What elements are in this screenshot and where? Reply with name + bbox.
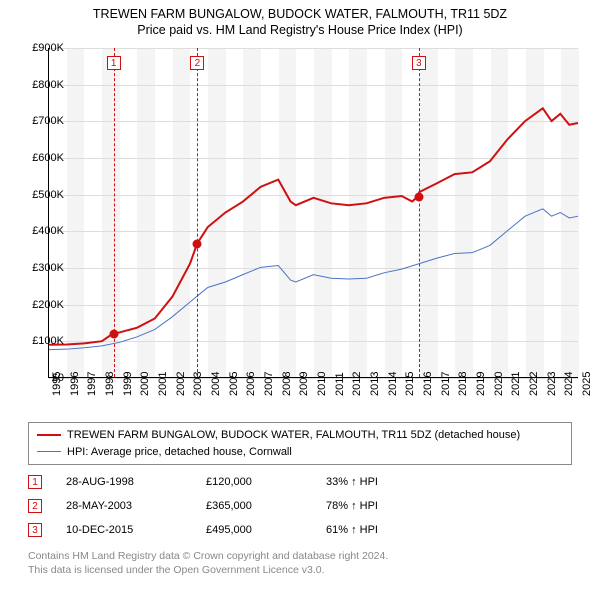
y-tick-label: £400K — [14, 225, 64, 237]
x-tick-label: 2015 — [404, 356, 416, 396]
chart-marker-dot — [193, 240, 202, 249]
x-tick-label: 2010 — [316, 356, 328, 396]
y-tick-label: £600K — [14, 152, 64, 164]
event-row: 2 28-MAY-2003 £365,000 78% ↑ HPI — [28, 494, 572, 518]
title-block: TREWEN FARM BUNGALOW, BUDOCK WATER, FALM… — [0, 0, 600, 39]
x-tick-label: 2003 — [192, 356, 204, 396]
x-tick-label: 2014 — [387, 356, 399, 396]
event-pct: 78% ↑ HPI — [326, 500, 436, 512]
chart-container: TREWEN FARM BUNGALOW, BUDOCK WATER, FALM… — [0, 0, 600, 590]
x-tick-label: 2006 — [245, 356, 257, 396]
x-tick-label: 1999 — [122, 356, 134, 396]
event-pct: 33% ↑ HPI — [326, 476, 436, 488]
title-line-1: TREWEN FARM BUNGALOW, BUDOCK WATER, FALM… — [0, 6, 600, 22]
series-line — [49, 108, 578, 344]
x-tick-label: 2011 — [334, 356, 346, 396]
x-tick-label: 2001 — [157, 356, 169, 396]
chart-marker-box: 2 — [190, 56, 204, 70]
x-tick-label: 2005 — [228, 356, 240, 396]
event-price: £495,000 — [206, 524, 326, 536]
footnote-line-2: This data is licensed under the Open Gov… — [28, 564, 388, 578]
x-tick-label: 2008 — [281, 356, 293, 396]
x-tick-label: 2004 — [210, 356, 222, 396]
event-date: 28-AUG-1998 — [66, 476, 206, 488]
event-price: £120,000 — [206, 476, 326, 488]
x-tick-label: 2002 — [175, 356, 187, 396]
x-tick-label: 1996 — [69, 356, 81, 396]
x-tick-label: 2021 — [510, 356, 522, 396]
x-tick-label: 2018 — [457, 356, 469, 396]
y-tick-label: £800K — [14, 79, 64, 91]
legend-item: HPI: Average price, detached house, Corn… — [37, 444, 563, 461]
x-tick-label: 2007 — [263, 356, 275, 396]
chart-plot-area: 1 2 3 — [48, 48, 578, 378]
x-tick-label: 2023 — [546, 356, 558, 396]
legend-label: TREWEN FARM BUNGALOW, BUDOCK WATER, FALM… — [67, 427, 520, 444]
event-marker-box: 1 — [28, 475, 42, 489]
chart-marker-box: 1 — [107, 56, 121, 70]
series-line — [49, 209, 578, 350]
y-tick-label: £500K — [14, 189, 64, 201]
x-tick-label: 2019 — [475, 356, 487, 396]
x-tick-label: 2009 — [298, 356, 310, 396]
chart-marker-dot — [414, 192, 423, 201]
events-table: 1 28-AUG-1998 £120,000 33% ↑ HPI 2 28-MA… — [28, 470, 572, 542]
legend: TREWEN FARM BUNGALOW, BUDOCK WATER, FALM… — [28, 422, 572, 465]
title-line-2: Price paid vs. HM Land Registry's House … — [0, 22, 600, 38]
chart-marker-box: 3 — [412, 56, 426, 70]
legend-swatch — [37, 434, 61, 436]
event-marker-box: 3 — [28, 523, 42, 537]
legend-swatch — [37, 451, 61, 452]
x-tick-label: 2024 — [563, 356, 575, 396]
x-tick-label: 2020 — [493, 356, 505, 396]
x-tick-label: 2022 — [528, 356, 540, 396]
event-marker-box: 2 — [28, 499, 42, 513]
event-price: £365,000 — [206, 500, 326, 512]
chart-svg — [49, 48, 578, 377]
y-tick-label: £300K — [14, 262, 64, 274]
x-tick-label: 2025 — [581, 356, 593, 396]
x-tick-label: 1998 — [104, 356, 116, 396]
event-date: 28-MAY-2003 — [66, 500, 206, 512]
x-tick-label: 2000 — [139, 356, 151, 396]
x-tick-label: 1997 — [86, 356, 98, 396]
y-tick-label: £200K — [14, 299, 64, 311]
legend-label: HPI: Average price, detached house, Corn… — [67, 444, 292, 461]
y-tick-label: £700K — [14, 115, 64, 127]
legend-item: TREWEN FARM BUNGALOW, BUDOCK WATER, FALM… — [37, 427, 563, 444]
event-pct: 61% ↑ HPI — [326, 524, 436, 536]
x-tick-label: 2013 — [369, 356, 381, 396]
y-tick-label: £900K — [14, 42, 64, 54]
event-date: 10-DEC-2015 — [66, 524, 206, 536]
x-tick-label: 1995 — [51, 356, 63, 396]
footnote: Contains HM Land Registry data © Crown c… — [28, 550, 388, 577]
event-row: 1 28-AUG-1998 £120,000 33% ↑ HPI — [28, 470, 572, 494]
x-tick-label: 2016 — [422, 356, 434, 396]
event-row: 3 10-DEC-2015 £495,000 61% ↑ HPI — [28, 518, 572, 542]
x-tick-label: 2017 — [440, 356, 452, 396]
chart-marker-dot — [109, 330, 118, 339]
footnote-line-1: Contains HM Land Registry data © Crown c… — [28, 550, 388, 564]
x-tick-label: 2012 — [351, 356, 363, 396]
y-tick-label: £100K — [14, 335, 64, 347]
